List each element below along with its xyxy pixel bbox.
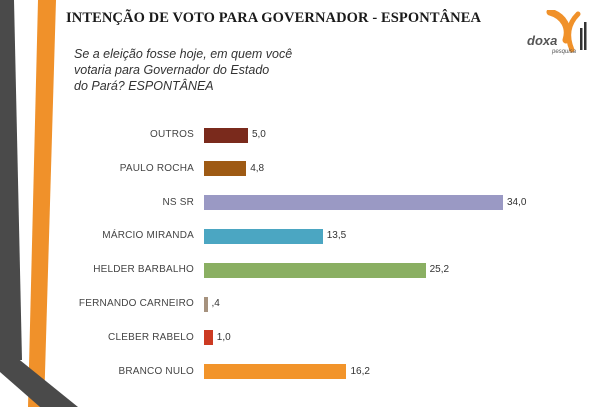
bar — [204, 127, 248, 143]
value-label: 25,2 — [429, 264, 450, 276]
doxa-logo-icon — [546, 10, 587, 53]
bottom-dark-swoosh — [0, 344, 78, 407]
category-label: PAULO ROCHA — [119, 162, 194, 174]
question-line: do Pará? ESPONTÂNEA — [74, 79, 214, 93]
bar — [204, 330, 213, 346]
category-label: BRANCO NULO — [118, 365, 194, 377]
logo-subtext: pesquisa — [552, 49, 577, 55]
value-label: ,4 — [211, 298, 220, 309]
category-label: NS SR — [162, 196, 194, 208]
value-label: 16,2 — [350, 365, 370, 377]
value-label: 13,5 — [326, 230, 347, 242]
value-label: 1,0 — [216, 331, 231, 343]
question-line: Se a eleição fosse hoje, em quem você — [74, 47, 293, 61]
value-label: 5,0 — [251, 129, 266, 140]
bar — [204, 364, 347, 380]
left-dark-strip — [0, 0, 22, 360]
value-label: 34,0 — [507, 196, 527, 208]
bar — [204, 296, 208, 312]
left-orange-strip — [28, 0, 56, 407]
category-label: FERNANDO CARNEIRO — [78, 298, 194, 309]
logo-text: doxa — [527, 33, 558, 48]
survey-question: Se a eleição fosse hoje, em quem você vo… — [74, 46, 324, 94]
category-label: HELDER BARBALHO — [93, 264, 194, 276]
category-label: OUTROS — [150, 129, 194, 140]
bar — [204, 228, 323, 244]
value-label: 4,8 — [250, 162, 265, 174]
question-line: votaria para Governador do Estado — [74, 63, 270, 77]
page-title: INTENÇÃO DE VOTO PARA GOVERNADOR - ESPON… — [66, 10, 482, 26]
bar — [204, 262, 426, 278]
bar — [204, 195, 503, 211]
category-label: CLEBER RABELO — [108, 331, 194, 343]
bar — [204, 161, 247, 177]
category-label: MÁRCIO MIRANDA — [102, 230, 194, 242]
